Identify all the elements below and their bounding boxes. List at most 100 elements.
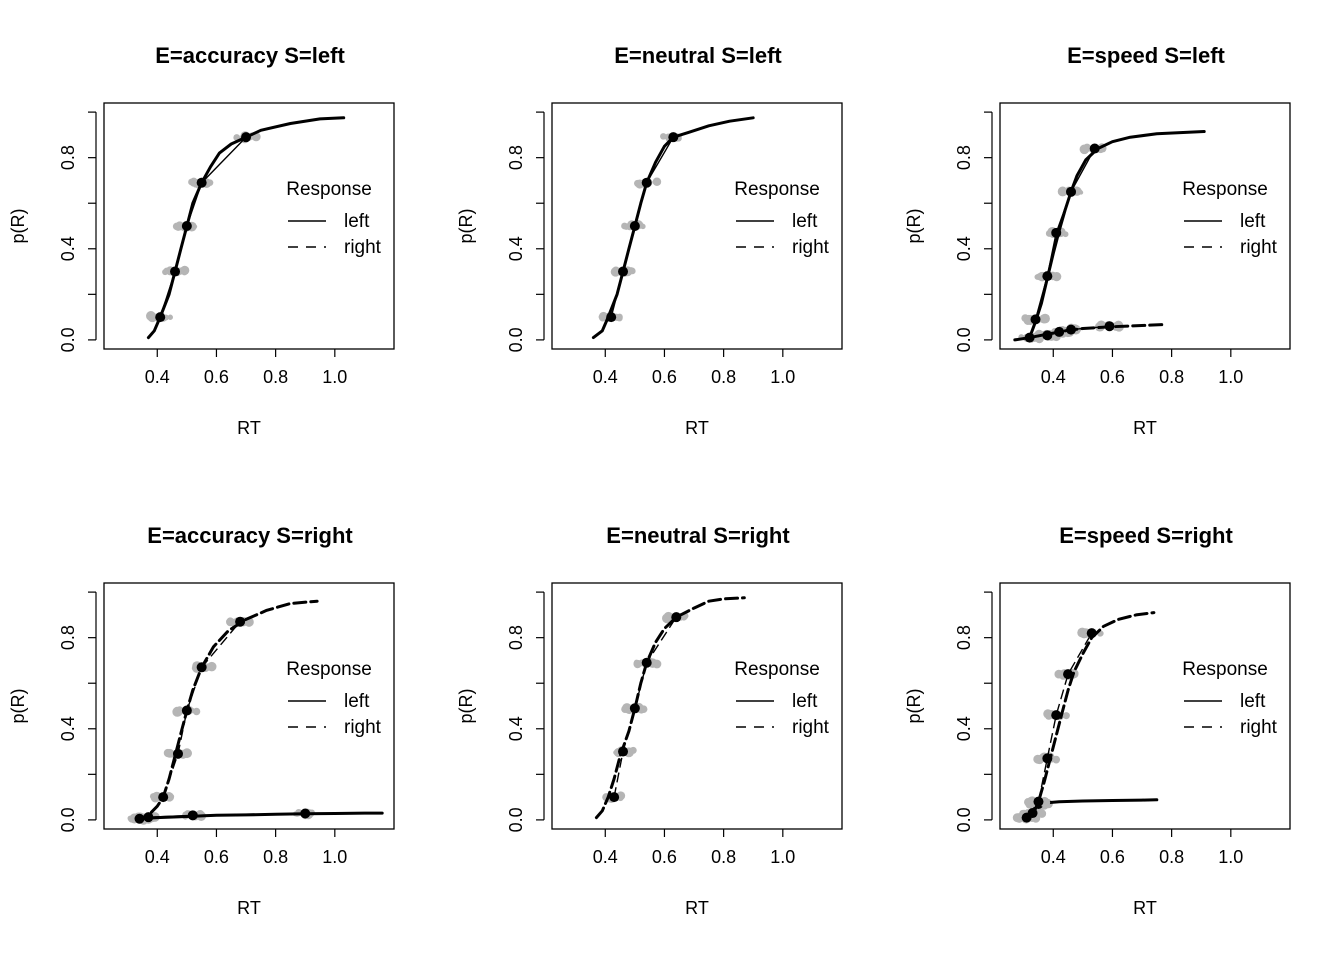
x-tick-label: 1.0 xyxy=(770,847,795,867)
observed-quantile-point xyxy=(170,266,181,277)
series-right xyxy=(1024,611,1156,817)
observed-quantile-point xyxy=(155,312,166,323)
observed-quantile-point xyxy=(629,221,640,231)
y-axis: 0.0 0.4 0.8 xyxy=(954,111,993,352)
plot-frame xyxy=(551,102,843,350)
plot-frame xyxy=(999,102,1291,350)
observed-quantile-point xyxy=(196,177,207,188)
x-axis: 0.4 0.6 0.8 1.0 xyxy=(593,349,795,387)
predicted-line-right xyxy=(135,599,319,822)
observed-quantile-point xyxy=(606,312,617,323)
observed-quantile-point xyxy=(241,132,252,143)
x-tick-label: 0.6 xyxy=(204,367,229,387)
observed-quantile-point xyxy=(172,748,183,759)
predicted-line-right xyxy=(594,596,746,820)
y-tick-label: 0.8 xyxy=(506,625,526,650)
x-axis-label: RT xyxy=(1133,418,1157,438)
x-axis: 0.4 0.6 0.8 1.0 xyxy=(145,829,347,867)
legend-title: Response xyxy=(734,659,820,680)
observed-quantile-point xyxy=(1033,796,1044,807)
legend-title: Response xyxy=(1182,659,1268,680)
observed-sample xyxy=(167,314,173,320)
x-tick-label: 0.4 xyxy=(593,847,618,867)
panel-title: E=neutral S=right xyxy=(606,523,790,548)
series-right xyxy=(135,599,319,822)
legend: Response left right xyxy=(286,659,381,738)
series-right xyxy=(1013,320,1165,344)
observed-sample xyxy=(1057,186,1068,197)
x-tick-label: 0.8 xyxy=(1159,367,1184,387)
panel-5: E=neutral S=right 0.4 0.6 0.8 1.0 RT 0.0 0.4 0.8… xyxy=(456,523,843,918)
observed-quantile-point xyxy=(1086,628,1097,639)
observed-quantile-point xyxy=(1042,753,1053,764)
legend-title: Response xyxy=(734,179,820,200)
x-tick-label: 0.8 xyxy=(711,847,736,867)
observed-sample xyxy=(633,659,642,669)
predicted-line-left xyxy=(591,116,755,340)
observed-sample xyxy=(162,268,169,276)
y-axis-label: p(R) xyxy=(8,689,28,724)
legend-label-left: left xyxy=(1240,691,1266,712)
observed-quantile-point xyxy=(1042,271,1053,282)
legend-label-left: left xyxy=(1240,211,1266,232)
x-axis-label: RT xyxy=(685,418,709,438)
observed-quantile-point xyxy=(618,746,629,757)
observed-quantile-point xyxy=(143,812,154,823)
observed-sample xyxy=(253,135,258,140)
observed-sample xyxy=(1035,755,1041,761)
observed-sample xyxy=(623,223,630,230)
observed-sample xyxy=(174,223,182,231)
legend: Response left right xyxy=(734,659,829,738)
observed-quantile-point xyxy=(181,705,192,716)
x-tick-label: 0.4 xyxy=(593,367,618,387)
x-axis: 0.4 0.6 0.8 1.0 xyxy=(593,829,795,867)
observed-quantile-point xyxy=(1024,332,1035,343)
legend-label-left: left xyxy=(792,211,818,232)
observed-sample xyxy=(610,267,621,277)
observed-sample xyxy=(616,314,623,322)
x-tick-label: 0.4 xyxy=(1041,847,1066,867)
x-tick-label: 1.0 xyxy=(322,367,347,387)
x-tick-label: 0.6 xyxy=(1100,847,1125,867)
x-tick-label: 1.0 xyxy=(770,367,795,387)
observed-quantile-point xyxy=(187,810,198,821)
observed-sample xyxy=(1079,144,1090,155)
legend-label-right: right xyxy=(1240,237,1278,258)
y-tick-label: 0.0 xyxy=(58,807,78,832)
plot-frame xyxy=(103,102,395,350)
y-axis-label: p(R) xyxy=(904,689,924,724)
observed-quantile-point xyxy=(1089,143,1100,154)
plot-frame xyxy=(999,582,1291,830)
legend-title: Response xyxy=(286,659,372,680)
observed-sample xyxy=(182,748,192,759)
legend-title: Response xyxy=(286,179,372,200)
observed-quantile-point xyxy=(1104,321,1115,332)
observed-sample xyxy=(639,705,648,713)
predicted-line-right xyxy=(1031,611,1156,817)
observed-sample xyxy=(1028,799,1035,806)
plot-frame xyxy=(103,582,395,830)
y-tick-label: 0.4 xyxy=(58,716,78,741)
y-tick-label: 0.8 xyxy=(954,625,974,650)
panel-title: E=speed S=left xyxy=(1067,43,1225,68)
legend: Response left right xyxy=(1182,659,1277,738)
observed-quantile-point xyxy=(235,616,246,627)
observed-quantile-point xyxy=(1051,710,1062,721)
observed-quantile-point xyxy=(158,792,169,803)
legend: Response left right xyxy=(734,179,829,258)
observed-line-right xyxy=(162,621,241,798)
observed-quantile-point xyxy=(196,662,207,673)
observed-sample xyxy=(189,177,198,186)
y-tick-label: 0.4 xyxy=(506,236,526,261)
panel-title: E=accuracy S=left xyxy=(155,43,345,68)
panel-2: E=neutral S=left 0.4 0.6 0.8 1.0 RT 0.0 0.4 0.8 p… xyxy=(456,43,843,438)
panel-6: E=speed S=right 0.4 0.6 0.8 1.0 RT 0.0 0.4 0.8 p(… xyxy=(904,523,1291,918)
y-axis: 0.0 0.4 0.8 xyxy=(58,111,97,352)
y-axis-label: p(R) xyxy=(8,209,28,244)
series-right xyxy=(594,596,746,820)
legend-label-left: left xyxy=(344,211,370,232)
x-tick-label: 0.8 xyxy=(263,367,288,387)
panel-title: E=speed S=right xyxy=(1059,523,1233,548)
